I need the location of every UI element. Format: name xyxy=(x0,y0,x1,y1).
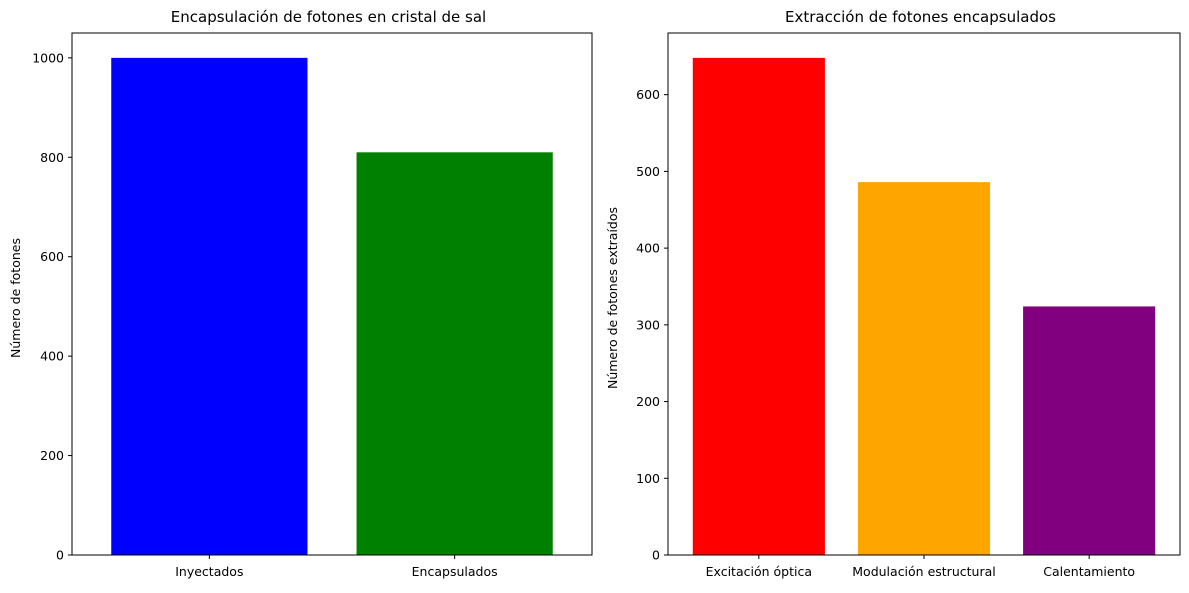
y-tick-label-2: 200 xyxy=(636,394,660,409)
y-tick-label-5: 1000 xyxy=(32,50,64,65)
x-tick-label-2: Calentamiento xyxy=(1043,564,1135,579)
left-chart: Encapsulación de fotones en cristal de s… xyxy=(8,8,593,579)
bar-2 xyxy=(1023,306,1156,555)
left-chart-title: Encapsulación de fotones en cristal de s… xyxy=(171,8,486,26)
left-plot-area: 0 200 400 600 800 1000 Inyectados Encapsulados xyxy=(32,32,593,579)
bar-1 xyxy=(857,182,991,555)
y-tick-label-6: 600 xyxy=(636,87,660,102)
y-tick-label-1: 100 xyxy=(636,471,660,486)
left-chart-ylabel: Número de fotones xyxy=(8,238,23,358)
x-tick-label-1: Modulación estructural xyxy=(852,564,995,579)
y-tick-label-2: 400 xyxy=(40,349,64,364)
y-tick-label-1: 200 xyxy=(40,448,64,463)
y-tick-label-0: 0 xyxy=(652,548,660,563)
plot-frame xyxy=(71,32,593,556)
bar-0 xyxy=(692,57,825,555)
right-plot-area: 0 100 200 300 400 500 600 Excitación óptica Modu… xyxy=(636,32,1181,579)
y-tick-label-5: 500 xyxy=(636,164,660,179)
bar-0 xyxy=(111,57,308,555)
x-tick-label-0: Excitación óptica xyxy=(706,564,812,579)
bar-1 xyxy=(356,152,553,556)
x-tick-label-1: Encapsulados xyxy=(412,564,498,579)
y-tick-label-4: 400 xyxy=(636,241,660,256)
y-tick-label-0: 0 xyxy=(56,548,64,563)
right-chart-title: Extracción de fotones encapsulados xyxy=(785,8,1056,26)
y-tick-label-4: 800 xyxy=(40,150,64,165)
right-chart: Extracción de fotones encapsulados Númer… xyxy=(605,8,1181,579)
x-tick-label-0: Inyectados xyxy=(175,564,243,579)
y-tick-label-3: 600 xyxy=(40,249,64,264)
right-chart-ylabel: Número de fotones extraídos xyxy=(605,207,620,389)
y-tick-label-3: 300 xyxy=(636,317,660,332)
